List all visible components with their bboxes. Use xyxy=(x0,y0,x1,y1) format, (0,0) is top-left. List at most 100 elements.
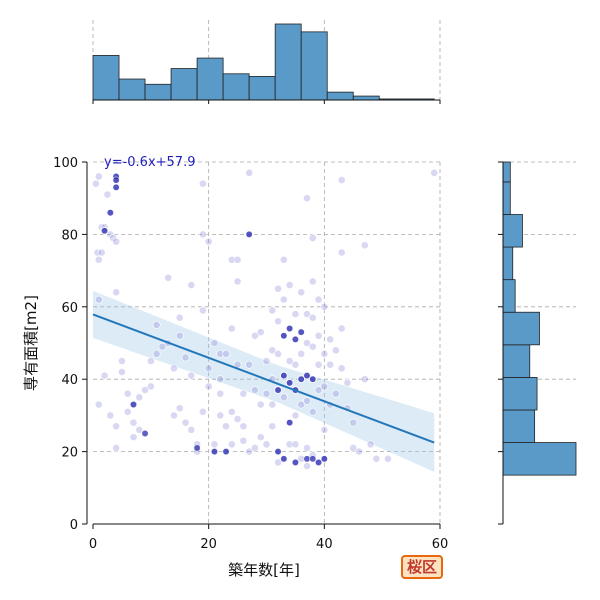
scatter-point xyxy=(181,418,190,427)
scatter-point xyxy=(251,331,259,340)
scatter-point xyxy=(337,324,346,333)
scatter-point xyxy=(181,353,190,362)
scatter-point xyxy=(331,389,340,398)
scatter-point xyxy=(308,407,317,416)
histogram-bar-x xyxy=(248,76,276,101)
scatter-point xyxy=(227,255,236,264)
scatter-point xyxy=(343,378,352,387)
scatter-point xyxy=(233,415,242,423)
histogram-bar-x xyxy=(300,31,328,101)
scatter-point xyxy=(355,447,363,456)
scatter-point xyxy=(285,357,294,365)
y-tick-label: 80 xyxy=(61,228,78,243)
scatter-point xyxy=(198,230,207,239)
scatter-point xyxy=(303,462,311,470)
scatter-point xyxy=(112,288,121,297)
scatter-point xyxy=(112,444,121,452)
scatter-point xyxy=(239,389,248,398)
scatter-point xyxy=(262,440,271,449)
scatter-point xyxy=(262,389,271,398)
scatter-point xyxy=(291,411,300,420)
scatter-point-dense xyxy=(280,372,288,380)
scatter-point xyxy=(279,295,288,304)
scatter-point xyxy=(170,364,178,373)
scatter-point xyxy=(303,444,311,452)
y-tick-label: 40 xyxy=(61,373,78,388)
scatter-point xyxy=(94,295,103,304)
scatter-point xyxy=(314,331,323,340)
scatter-point xyxy=(279,255,288,264)
histogram-bar-x xyxy=(352,95,380,101)
scatter-point xyxy=(97,248,106,257)
scatter-point xyxy=(216,389,225,398)
histogram-bar-x xyxy=(144,83,172,101)
scatter-point-dense xyxy=(286,325,294,332)
scatter-point xyxy=(239,422,248,431)
scatter-point xyxy=(94,172,103,181)
scatter-point xyxy=(291,360,300,369)
scatter-point xyxy=(337,364,346,373)
scatter-point-dense xyxy=(303,455,311,463)
histogram-bar-x xyxy=(196,57,224,101)
scatter-point xyxy=(216,411,225,420)
scatter-point-dense xyxy=(309,455,317,463)
histogram-bar-y xyxy=(502,311,540,346)
scatter-point xyxy=(372,454,381,463)
scatter-point xyxy=(349,444,358,452)
scatter-point xyxy=(360,375,369,384)
ward-badge[interactable]: 桜区 xyxy=(401,555,443,579)
y-axis-title: 専有面積[m2] xyxy=(22,295,40,391)
scatter-point xyxy=(291,440,300,449)
scatter-point xyxy=(279,393,288,402)
histogram-bar-y xyxy=(502,161,511,183)
scatter-point xyxy=(198,306,207,315)
scatter-point xyxy=(123,389,132,398)
scatter-point xyxy=(135,393,144,402)
scatter-point xyxy=(303,194,311,203)
scatter-point xyxy=(308,342,317,351)
scatter-point xyxy=(384,454,392,463)
scatter-point xyxy=(216,349,225,358)
scatter-point xyxy=(256,400,265,409)
y-tick-label: 60 xyxy=(61,301,78,316)
histogram-bar-y xyxy=(502,376,538,411)
scatter-point xyxy=(314,360,323,369)
scatter-point-dense xyxy=(286,379,294,387)
scatter-point xyxy=(337,248,346,257)
histogram-bar-y xyxy=(502,442,577,476)
scatter-point xyxy=(94,400,103,409)
scatter-point xyxy=(233,255,242,264)
scatter-point xyxy=(251,444,259,452)
scatter-point xyxy=(91,179,100,188)
scatter-point xyxy=(326,335,335,344)
scatter-point xyxy=(227,324,236,333)
scatter-point-dense xyxy=(286,419,294,427)
scatter-point xyxy=(187,371,196,380)
scatter-point xyxy=(216,375,225,384)
scatter-point xyxy=(285,281,294,289)
histogram-bar-x xyxy=(274,23,302,101)
scatter-point-dense xyxy=(112,176,120,184)
y-tick-label: 20 xyxy=(61,446,78,461)
scatter-point xyxy=(366,440,375,449)
scatter-point xyxy=(222,422,230,431)
regression-line xyxy=(92,313,435,444)
scatter-point xyxy=(268,422,277,431)
scatter-point-dense xyxy=(211,448,218,456)
scatter-point xyxy=(233,277,242,286)
scatter-point-dense xyxy=(112,183,120,191)
scatter-point xyxy=(210,440,219,449)
scatter-point xyxy=(314,295,323,304)
scatter-point xyxy=(106,411,115,420)
scatter-point xyxy=(187,281,196,289)
scatter-point xyxy=(118,357,126,365)
scatter-point-dense xyxy=(245,230,253,238)
scatter-point xyxy=(303,339,311,347)
x-tick-label: 40 xyxy=(316,537,333,552)
scatter-point xyxy=(291,310,300,318)
scatter-point-dense xyxy=(291,335,299,343)
scatter-point-dense xyxy=(315,459,322,466)
scatter-point xyxy=(187,425,196,434)
histogram-bar-x xyxy=(170,68,198,101)
